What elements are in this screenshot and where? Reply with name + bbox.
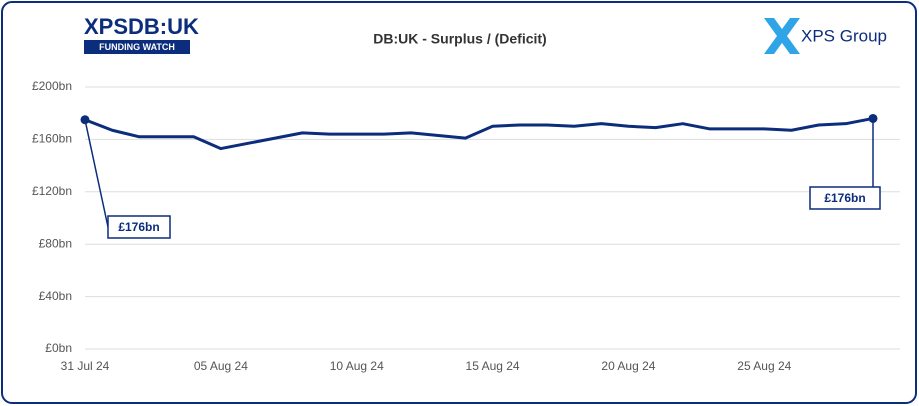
end-marker: [80, 115, 90, 125]
data-label: £176bn: [824, 191, 865, 205]
y-tick-label: £80bn: [39, 236, 72, 250]
end-marker: [868, 113, 878, 123]
y-tick-label: £0bn: [45, 341, 72, 355]
annotation-connector: [84, 119, 109, 228]
annotation-box: [809, 186, 881, 210]
chart-title: DB:UK - Surplus / (Deficit): [373, 31, 546, 47]
y-tick-label: £120bn: [32, 184, 72, 198]
logo-name: XPSDB:UK: [84, 14, 199, 39]
x-tick-label: 05 Aug 24: [194, 359, 248, 373]
x-tick-label: 10 Aug 24: [330, 359, 384, 373]
logo-band: [84, 40, 190, 54]
data-label: £176bn: [118, 220, 159, 234]
x-tick-label: 25 Aug 24: [737, 359, 791, 373]
y-tick-label: £200bn: [32, 79, 72, 93]
y-tick-label: £40bn: [39, 289, 72, 303]
logo-tagline: FUNDING WATCH: [99, 42, 175, 52]
annotation-box: [107, 215, 171, 239]
x-tick-label: 15 Aug 24: [466, 359, 520, 373]
x-tick-label: 20 Aug 24: [601, 359, 655, 373]
brand-name: XPS Group: [801, 26, 887, 45]
line: [84, 116, 874, 151]
y-tick-label: £160bn: [32, 132, 72, 146]
x-tick-label: 31 Jul 24: [61, 359, 110, 373]
brand-icon: [764, 18, 800, 54]
